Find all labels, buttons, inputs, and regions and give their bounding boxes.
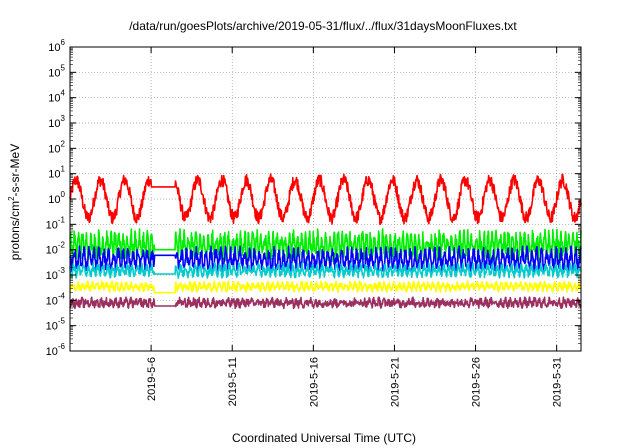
y-tick-label: 106 [48, 38, 65, 54]
x-axis: 2019-5-6 2019-5-11 2019-5-16 2019-5-21 2019-… [146, 47, 564, 407]
y-tick-label: 102 [48, 139, 65, 155]
x-tick-label: 2019-5-26 [471, 357, 483, 407]
series-line-1 [69, 173, 582, 226]
series-line-3 [69, 245, 582, 275]
y-tick-label: 101 [48, 165, 65, 181]
y-tick-label: 105 [48, 63, 65, 79]
y-tick-label: 103 [48, 114, 65, 130]
y-axis-title: protons/cm2-s-sr-MeV [7, 144, 22, 260]
chart-title: /data/run/goesPlots/archive/2019-05-31/f… [129, 19, 517, 33]
series-layer [69, 173, 582, 310]
y-axis-title-rest: -s-sr-MeV [8, 144, 22, 197]
y-axis-title-sup: 2 [7, 196, 16, 201]
series-line-5 [69, 280, 582, 294]
y-tick-label: 100 [48, 190, 65, 206]
series-line-4 [69, 262, 582, 279]
x-tick-label: 2019-5-11 [227, 357, 239, 406]
y-tick-label: 10-6 [46, 342, 66, 358]
y-tick-label: 10-5 [46, 317, 66, 333]
y-tick-label: 10-2 [46, 241, 66, 257]
y-tick-label: 104 [48, 89, 65, 105]
x-tick-label: 2019-5-6 [146, 357, 158, 401]
y-axis: 10-6 10-5 10-4 10-3 10-2 10-1 100 101 102 103 104 1… [46, 38, 581, 358]
y-tick-label: 10-1 [46, 215, 66, 231]
series-line-6 [69, 296, 582, 310]
y-tick-label: 10-3 [46, 266, 66, 282]
x-tick-label: 2019-5-16 [308, 357, 320, 407]
y-tick-label: 10-4 [46, 291, 66, 307]
x-axis-title: Coordinated Universal Time (UTC) [232, 431, 416, 445]
x-tick-label: 2019-5-21 [389, 357, 401, 407]
x-tick-label: 2019-5-31 [552, 357, 564, 407]
series-line-2 [69, 228, 582, 263]
y-axis-title-base: protons/cm [8, 201, 22, 260]
